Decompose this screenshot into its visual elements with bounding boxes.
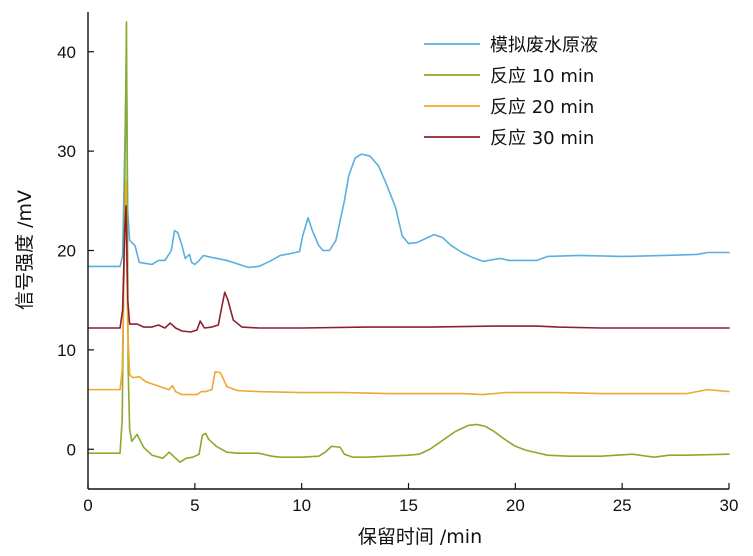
x-tick-label: 5 — [190, 496, 199, 515]
x-tick-label: 15 — [399, 496, 418, 515]
x-tick-label: 0 — [83, 496, 92, 515]
legend-label-1: 模拟废水原液 — [490, 35, 598, 56]
series-layer — [87, 21, 730, 463]
series-line-3 — [87, 180, 730, 396]
x-tick-label: 10 — [292, 496, 311, 515]
y-ticks: 0 10 20 30 40 — [57, 43, 94, 459]
y-tick-label: 10 — [57, 341, 76, 360]
x-axis-title: 保留时间 /min — [358, 526, 482, 548]
legend-label-4: 反应 30 min — [490, 128, 594, 149]
axes — [87, 12, 729, 490]
y-tick-label: 0 — [67, 440, 76, 459]
y-axis-title: 信号强度 /mV — [14, 190, 36, 310]
series-line-1 — [87, 55, 730, 269]
series-line-2 — [87, 21, 730, 463]
y-tick-label: 40 — [57, 43, 76, 62]
x-tick-label: 20 — [506, 496, 525, 515]
y-tick-label: 30 — [57, 142, 76, 161]
x-tick-label: 30 — [720, 496, 739, 515]
legend-label-3: 反应 20 min — [490, 97, 594, 118]
legend-label-2: 反应 10 min — [490, 66, 594, 87]
x-ticks: 0 5 10 15 20 25 30 — [83, 483, 738, 515]
y-tick-label: 20 — [57, 242, 76, 261]
x-tick-label: 25 — [613, 496, 632, 515]
series-line-4 — [87, 204, 730, 333]
